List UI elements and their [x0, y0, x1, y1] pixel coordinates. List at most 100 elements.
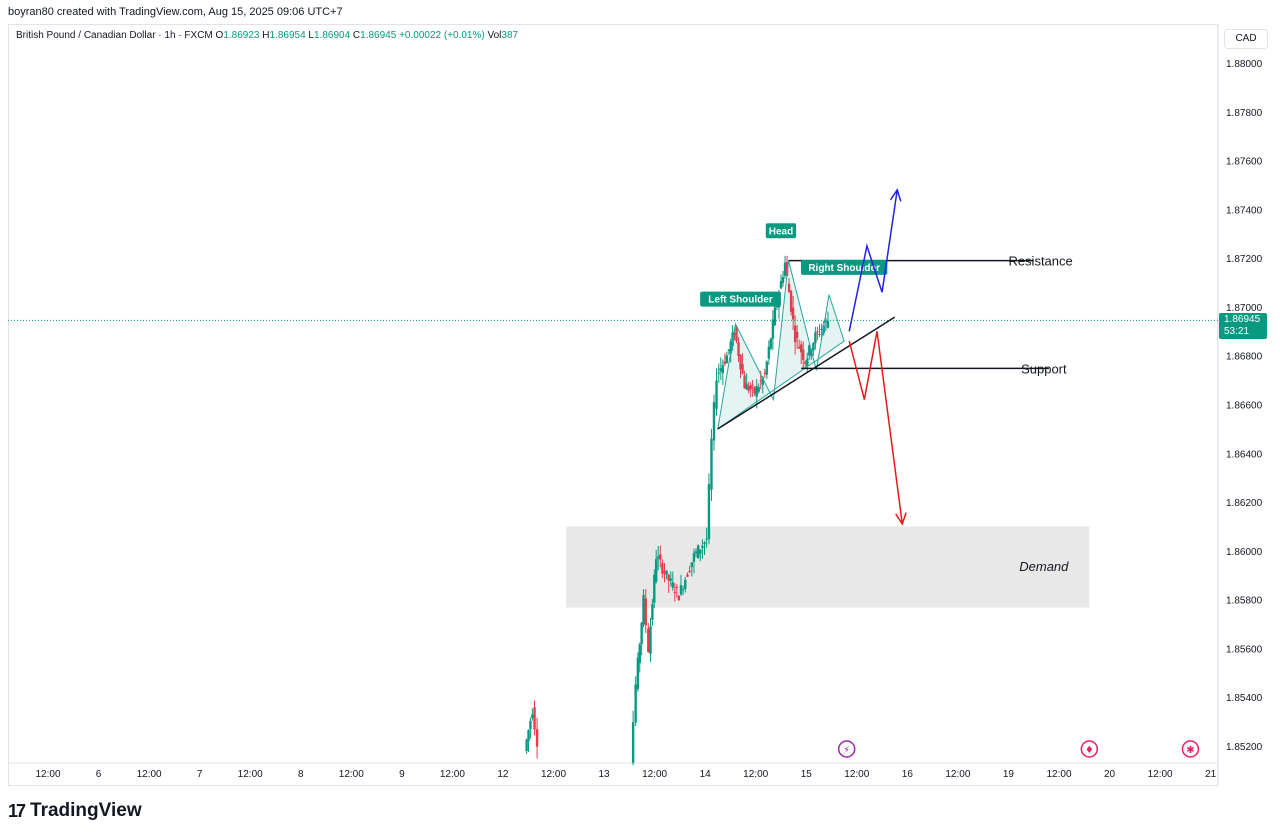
- close-value: 1.86945: [360, 30, 397, 41]
- candle-body: [808, 345, 811, 356]
- symbol-name[interactable]: British Pound / Canadian Dollar · 1h · F…: [16, 30, 213, 41]
- candle-body: [701, 545, 704, 548]
- x-tick-label: 12:00: [844, 769, 869, 780]
- brand-name: TradingView: [30, 800, 142, 821]
- y-tick-label: 1.86800: [1226, 352, 1263, 363]
- candle-body: [767, 346, 771, 359]
- candle-body: [640, 622, 643, 645]
- change-value: +0.00022 (+0.01%): [399, 30, 485, 41]
- left-shoulder-label: Left Shoulder: [708, 295, 773, 306]
- volume-value: 387: [501, 30, 519, 41]
- x-tick-label: 21: [1205, 769, 1217, 780]
- candle-body: [654, 558, 658, 582]
- candle-body: [812, 343, 815, 351]
- candle-body: [789, 290, 793, 312]
- candle-body: [667, 575, 670, 581]
- candle-body: [531, 714, 534, 718]
- candle-body: [703, 542, 706, 545]
- x-tick-label: 15: [801, 769, 813, 780]
- currency-selector[interactable]: CAD: [1224, 29, 1268, 49]
- candle-body: [791, 307, 795, 320]
- candle-body: [723, 361, 727, 364]
- candle-body: [779, 281, 783, 289]
- x-tick-label: 9: [399, 769, 405, 780]
- x-tick-label: 7: [197, 769, 203, 780]
- candle-body: [753, 387, 756, 394]
- y-tick-label: 1.88000: [1226, 59, 1263, 70]
- tradingview-brand[interactable]: 17 TradingView: [8, 800, 142, 822]
- y-tick-label: 1.86200: [1226, 498, 1263, 509]
- candle-body: [739, 354, 742, 370]
- candle-body: [763, 373, 766, 375]
- x-tick-label: 14: [700, 769, 712, 780]
- candle-body: [824, 320, 828, 323]
- y-tick-label: 1.85200: [1226, 742, 1263, 753]
- y-tick-label: 1.85600: [1226, 644, 1263, 655]
- candle-body: [787, 283, 791, 293]
- candle-body: [749, 385, 752, 390]
- uk-flag-event-icon-glyph: ✱: [1186, 745, 1194, 756]
- candle-body: [802, 349, 805, 361]
- high-label: H: [262, 30, 270, 41]
- candle-body: [751, 384, 754, 386]
- candle-body: [816, 331, 819, 333]
- candle-body: [755, 386, 758, 397]
- bearish-projection: [848, 331, 904, 525]
- canada-flag-event-icon: [1080, 740, 1099, 758]
- attribution: boyran80 created with TradingView.com, A…: [8, 6, 343, 18]
- y-tick-label: 1.87000: [1226, 303, 1263, 314]
- x-tick-label: 12:00: [1046, 769, 1071, 780]
- candle-body: [673, 591, 677, 594]
- candle-body: [783, 262, 787, 276]
- candle-body: [525, 739, 528, 751]
- candle-body: [799, 344, 803, 353]
- candle-body: [661, 563, 664, 574]
- y-tick-label: 1.86600: [1226, 401, 1263, 412]
- resistance-label: Resistance: [1008, 254, 1072, 269]
- candle-body: [735, 326, 738, 342]
- candle-body: [743, 375, 746, 389]
- candle-body: [785, 261, 789, 276]
- candle-body: [804, 361, 807, 364]
- candle-body: [699, 549, 702, 554]
- candle-body: [659, 554, 662, 560]
- candle-body: [527, 730, 530, 742]
- head-label: Head: [769, 226, 793, 237]
- x-tick-label: 13: [598, 769, 610, 780]
- candle-body: [721, 365, 725, 373]
- demand-label: Demand: [1019, 559, 1069, 574]
- candle-body: [725, 355, 729, 364]
- candle-body: [686, 574, 689, 577]
- bullish-projection: [848, 189, 898, 332]
- candle-body: [737, 342, 740, 356]
- x-tick-label: 16: [902, 769, 914, 780]
- trendline: [717, 316, 896, 430]
- candle-body: [765, 361, 769, 375]
- candle-body: [717, 372, 720, 374]
- candle-body: [638, 644, 641, 664]
- right-shoulder-label: Right Shoulder: [808, 263, 880, 274]
- candle-body: [696, 545, 700, 559]
- candle-body: [642, 594, 645, 625]
- candle-body: [690, 562, 693, 568]
- y-tick-label: 1.86400: [1226, 449, 1263, 460]
- candle-body: [644, 598, 647, 626]
- bullish-projection-arrowhead: [889, 188, 902, 202]
- x-tick-label: 12:00: [945, 769, 970, 780]
- candle-body: [692, 552, 696, 562]
- x-tick-label: 12:00: [743, 769, 768, 780]
- y-tick-label: 1.87600: [1226, 157, 1263, 168]
- candle-body: [705, 538, 708, 540]
- x-tick-label: 12:00: [541, 769, 566, 780]
- candle-body: [656, 556, 660, 559]
- candle-body: [769, 338, 773, 349]
- candle-body: [793, 325, 797, 343]
- x-tick-label: 6: [96, 769, 102, 780]
- candle-body: [663, 571, 666, 574]
- candle-body: [653, 574, 656, 603]
- low-label: L: [308, 30, 314, 41]
- candle-body: [781, 276, 785, 283]
- candle-body: [529, 720, 532, 730]
- candle-body: [681, 589, 685, 591]
